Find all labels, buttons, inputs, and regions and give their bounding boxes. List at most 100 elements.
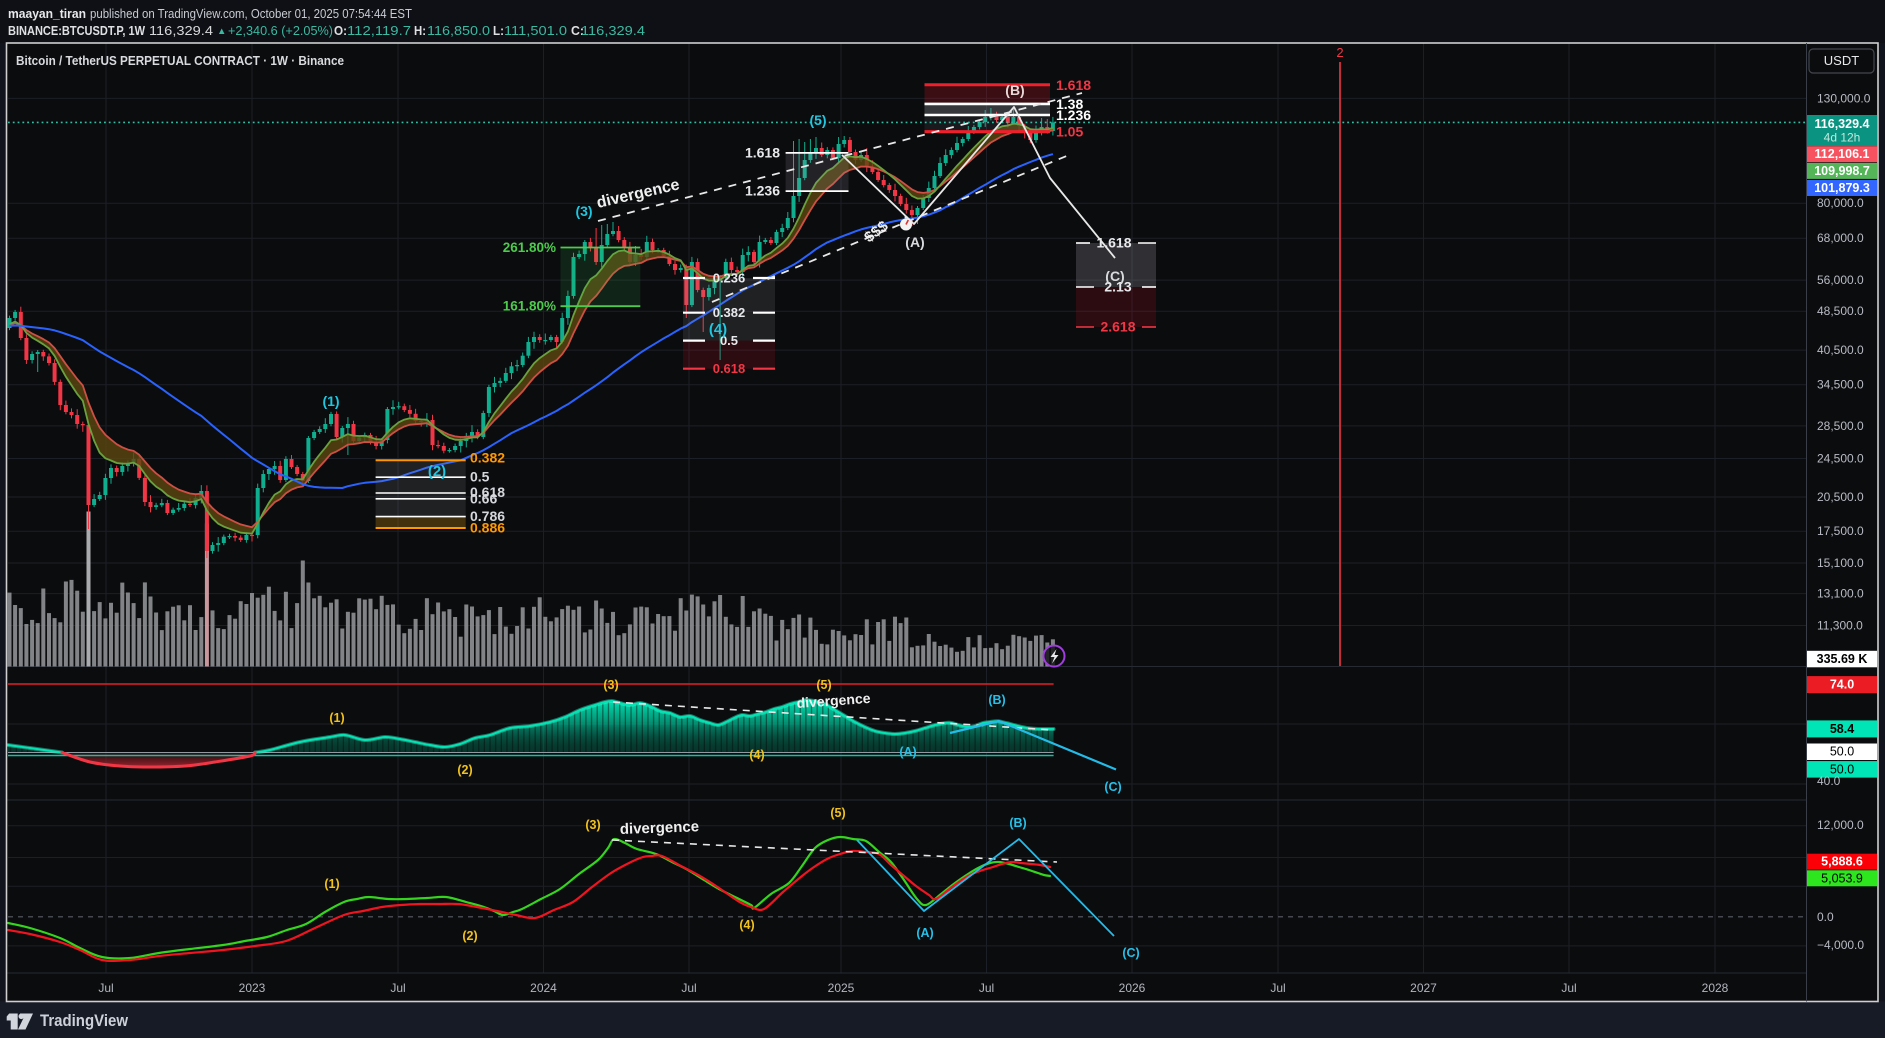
svg-text:17,500.0: 17,500.0 [1817, 524, 1864, 538]
svg-text:(B): (B) [1009, 816, 1026, 830]
svg-text:(2): (2) [428, 463, 446, 480]
svg-text:(4): (4) [739, 918, 754, 932]
svg-text:TradingView: TradingView [40, 1011, 129, 1030]
svg-text:2028: 2028 [1702, 981, 1729, 995]
svg-text:L:: L: [493, 23, 504, 38]
svg-text:2.618: 2.618 [1100, 319, 1135, 335]
svg-text:28,500.0: 28,500.0 [1817, 419, 1864, 433]
svg-text:Jul: Jul [390, 981, 405, 995]
svg-text:5,053.9: 5,053.9 [1821, 871, 1863, 885]
svg-text:40,500.0: 40,500.0 [1817, 343, 1864, 357]
svg-text:1.236: 1.236 [1056, 107, 1091, 123]
svg-text:111,501.0: 111,501.0 [504, 23, 567, 38]
svg-text:(C): (C) [1122, 946, 1139, 960]
svg-text:1.38: 1.38 [1056, 96, 1083, 112]
svg-text:(3): (3) [585, 818, 600, 832]
svg-text:BINANCE:BTCUSDT.P, 1W: BINANCE:BTCUSDT.P, 1W [8, 23, 146, 38]
svg-text:0.236: 0.236 [713, 271, 746, 286]
svg-text:maayan_tiran: maayan_tiran [8, 6, 86, 21]
svg-text:2.13: 2.13 [1104, 279, 1131, 295]
svg-text:2: 2 [1336, 45, 1343, 60]
svg-text:5,888.6: 5,888.6 [1821, 855, 1863, 869]
svg-text:1.236: 1.236 [745, 183, 780, 199]
svg-text:2026: 2026 [1119, 981, 1146, 995]
svg-text:2027: 2027 [1410, 981, 1437, 995]
svg-text:1.05: 1.05 [1056, 124, 1083, 140]
svg-text:H:: H: [414, 23, 426, 38]
svg-text:50.0: 50.0 [1830, 745, 1854, 759]
svg-text:1.618: 1.618 [1056, 77, 1091, 93]
svg-text:(1): (1) [329, 711, 344, 725]
svg-text:C:: C: [571, 23, 584, 38]
svg-text:0.618: 0.618 [713, 361, 746, 376]
svg-text:40.0: 40.0 [1817, 774, 1841, 788]
svg-text:0.618: 0.618 [470, 484, 505, 500]
svg-text:4d 12h: 4d 12h [1824, 131, 1861, 145]
svg-text:112,106.1: 112,106.1 [1815, 147, 1870, 161]
svg-text:(3): (3) [603, 678, 618, 692]
svg-text:Jul: Jul [98, 981, 113, 995]
svg-text:divergence: divergence [796, 690, 871, 711]
svg-text:20,500.0: 20,500.0 [1817, 490, 1864, 504]
svg-text:0.886: 0.886 [470, 520, 505, 536]
svg-text:▲: ▲ [217, 26, 226, 37]
svg-text:(A): (A) [916, 926, 933, 940]
svg-text:(4): (4) [749, 748, 764, 762]
svg-text:116,329.4: 116,329.4 [1815, 117, 1870, 131]
svg-text:O:: O: [334, 23, 347, 38]
svg-text:116,329.4: 116,329.4 [581, 23, 645, 38]
svg-text:(2): (2) [462, 929, 477, 943]
svg-text:0.0: 0.0 [1817, 910, 1834, 924]
svg-text:0.5: 0.5 [470, 469, 490, 485]
svg-text:0.66: 0.66 [470, 491, 497, 507]
svg-text:Jul: Jul [1561, 981, 1576, 995]
svg-text:261.80%: 261.80% [503, 240, 556, 255]
svg-text:74.0: 74.0 [1830, 678, 1854, 692]
svg-text:Jul: Jul [1270, 981, 1285, 995]
svg-text:48,500.0: 48,500.0 [1817, 304, 1864, 318]
svg-text:34,500.0: 34,500.0 [1817, 378, 1864, 392]
svg-text:Jul: Jul [681, 981, 696, 995]
svg-text:58.4: 58.4 [1830, 722, 1854, 736]
svg-text:11,300.0: 11,300.0 [1817, 619, 1863, 633]
svg-text:(4): (4) [709, 321, 727, 338]
svg-text:24,500.0: 24,500.0 [1817, 452, 1864, 466]
svg-text:116,850.0: 116,850.0 [427, 23, 490, 38]
svg-text:published on TradingView.com,: published on TradingView.com, October 01… [90, 6, 412, 21]
svg-text:2025: 2025 [828, 981, 855, 995]
svg-text:161.80%: 161.80% [503, 299, 556, 314]
svg-text:0.382: 0.382 [470, 450, 505, 466]
svg-text:USDT: USDT [1824, 53, 1859, 68]
svg-text:56,000.0: 56,000.0 [1817, 273, 1864, 287]
svg-text:(A): (A) [905, 234, 924, 250]
svg-text:0.382: 0.382 [713, 305, 746, 320]
svg-text:(A): (A) [899, 745, 916, 759]
svg-text:0.5: 0.5 [720, 333, 738, 348]
svg-text:(3): (3) [575, 203, 592, 219]
svg-text:divergence: divergence [620, 818, 700, 838]
svg-text:(5): (5) [816, 678, 831, 692]
svg-text:80,000.0: 80,000.0 [1817, 196, 1864, 210]
svg-text:−4,000.0: −4,000.0 [1817, 938, 1864, 952]
svg-text:(C): (C) [1105, 268, 1124, 284]
svg-text:68,000.0: 68,000.0 [1817, 231, 1864, 245]
svg-text:(C): (C) [1104, 780, 1121, 794]
svg-text:50.0: 50.0 [1830, 762, 1854, 776]
svg-text:116,329.4: 116,329.4 [149, 23, 213, 38]
svg-text:2023: 2023 [239, 981, 266, 995]
svg-text:Bitcoin / TetherUS PERPETUAL C: Bitcoin / TetherUS PERPETUAL CONTRACT · … [16, 53, 344, 68]
svg-text:(1): (1) [324, 877, 339, 891]
svg-text:(5): (5) [809, 112, 826, 128]
svg-text:130,000.0: 130,000.0 [1817, 91, 1871, 105]
svg-text:+2,340.6 (+2.05%): +2,340.6 (+2.05%) [228, 23, 333, 38]
svg-text:(B): (B) [1005, 82, 1024, 98]
svg-text:(B): (B) [988, 693, 1005, 707]
svg-text:15,100.0: 15,100.0 [1817, 556, 1864, 570]
svg-text:(2): (2) [457, 763, 472, 777]
svg-text:12,000.0: 12,000.0 [1817, 818, 1864, 832]
svg-text:(1): (1) [322, 393, 339, 409]
svg-text:101,879.3: 101,879.3 [1814, 181, 1870, 195]
svg-text:(5): (5) [830, 806, 845, 820]
svg-text:335.69 K: 335.69 K [1817, 652, 1868, 666]
svg-text:2024: 2024 [530, 981, 557, 995]
